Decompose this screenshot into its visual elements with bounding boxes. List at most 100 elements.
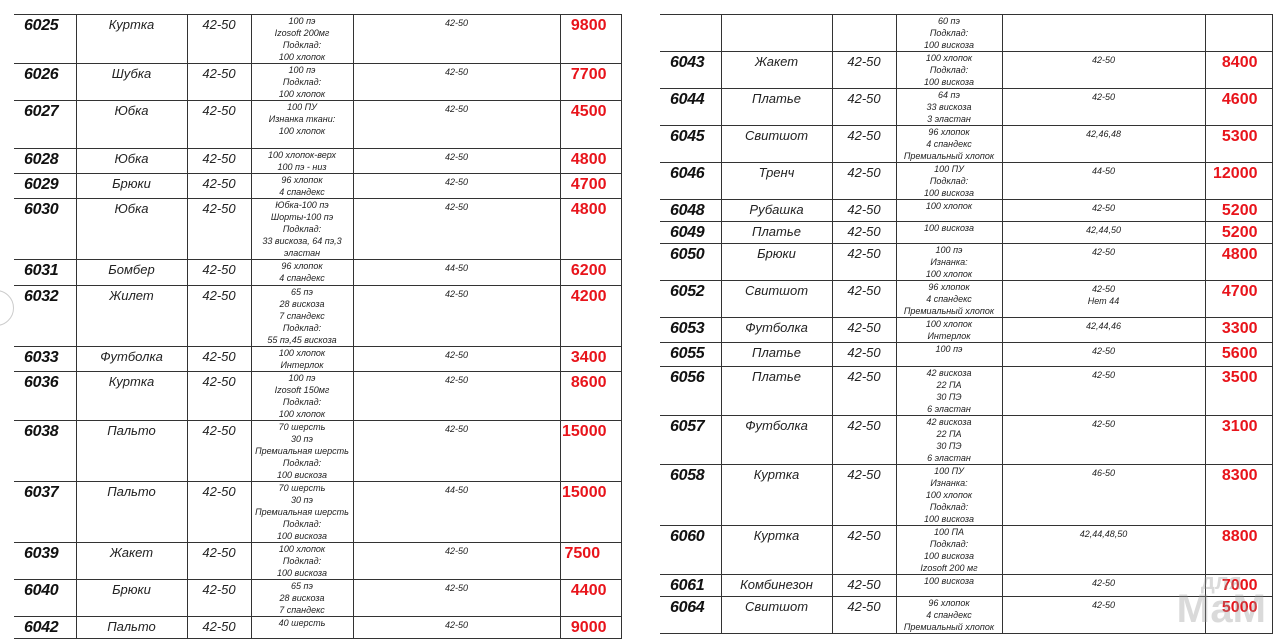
article-cell: 6032 <box>14 285 77 347</box>
composition-cell: 100 хлопок Интерлок <box>895 317 1003 343</box>
composition-line: 100 хлопок <box>278 348 326 358</box>
available-sizes-cell: 42-50 <box>352 542 561 580</box>
item-name-cell: Брюки <box>75 173 188 199</box>
size-range-cell: 42-50 <box>831 574 897 597</box>
sizes-line: 42-50 <box>1091 578 1116 588</box>
article-cell: 6042 <box>14 616 77 639</box>
available-sizes-cell: 42-50 <box>1001 415 1206 465</box>
composition-line: Подклад: <box>282 224 322 234</box>
composition-line: 30 ПЭ <box>936 392 962 402</box>
table-row: 6052 Свитшот 42-50 96 хлопок 4 спандекс Преми… <box>660 280 1273 318</box>
sizes-line: 42-50 <box>1091 203 1116 213</box>
composition-cell: 100 пэ <box>895 342 1003 367</box>
composition-line: 100 хлопок <box>278 52 326 62</box>
size-range-cell: 42-50 <box>831 125 897 163</box>
composition-line: 55 пэ,45 вискоза <box>267 335 337 345</box>
composition-line: 100 пэ <box>288 16 316 26</box>
composition-line: 100 пэ <box>288 373 316 383</box>
composition-line: 100 хлопок <box>278 89 326 99</box>
price-cell: 8800 <box>1204 525 1273 575</box>
table-row: 6032 Жилет 42-50 65 пэ 28 вискоза 7 спандекс П… <box>14 285 622 347</box>
composition-cell: 42 вискоза 22 ПА 30 ПЭ 6 эластан <box>895 366 1003 416</box>
price-cell: 15000 <box>559 420 622 482</box>
composition-line: 4 спандекс <box>279 187 325 197</box>
side-scroll-handle[interactable] <box>0 290 14 326</box>
available-sizes-cell: 42,44,50 <box>1001 221 1206 244</box>
item-name-cell: Футболка <box>720 415 833 465</box>
item-name-cell: Футболка <box>75 346 188 372</box>
sizes-line: 42-50 <box>444 104 469 114</box>
available-sizes-cell: 42-50 <box>1001 342 1206 367</box>
sizes-line: 42-50 <box>444 152 469 162</box>
item-name-cell: Свитшот <box>720 280 833 318</box>
price-cell: 6200 <box>559 259 622 286</box>
composition-cell: 96 хлопок 4 спандекс <box>250 173 354 199</box>
composition-line: 30 пэ <box>291 495 313 505</box>
size-range-cell: 42-50 <box>186 420 252 482</box>
composition-line: 40 шерсть <box>278 618 326 628</box>
sizes-line: 42-50 <box>444 424 469 434</box>
composition-cell: 96 хлопок 4 спандекс <box>250 259 354 286</box>
item-name-cell: Пальто <box>75 481 188 543</box>
composition-cell: 100 ПУ Изнанка: 100 хлопок Подклад: 100 виск… <box>895 464 1003 526</box>
price-cell: 4200 <box>559 285 622 347</box>
article-cell: 6026 <box>14 63 77 101</box>
composition-cell: 100 ПУ Изнанка ткани: 100 хлопок <box>250 100 354 149</box>
size-range-cell: 42-50 <box>186 14 252 64</box>
composition-line: 100 хлопок <box>925 319 973 329</box>
composition-line: 64 пэ <box>938 90 960 100</box>
composition-line: Подклад: <box>282 458 322 468</box>
item-name-cell: Свитшот <box>720 125 833 163</box>
item-name-cell: Брюки <box>720 243 833 281</box>
composition-line: Izosoft 200 мг <box>920 563 978 573</box>
composition-cell: 100 хлопок Подклад: 100 вискоза <box>250 542 354 580</box>
composition-line: 4 спандекс <box>279 273 325 283</box>
item-name-cell: Футболка <box>720 317 833 343</box>
composition-cell: 96 хлопок 4 спандекс Премиальный хлопок <box>895 596 1003 634</box>
sizes-line: 42,44,50 <box>1085 225 1122 235</box>
article-cell: 6056 <box>660 366 722 416</box>
size-range-cell: 42-50 <box>186 173 252 199</box>
size-range-cell: 42-50 <box>186 259 252 286</box>
sizes-line: 42-50 <box>444 18 469 28</box>
table-row: 6049 Платье 42-50 100 вискоза 42,44,50 5200 <box>660 221 1273 244</box>
price-cell: 4800 <box>559 198 622 260</box>
composition-line: Подклад: <box>282 323 322 333</box>
price-cell: 12000 <box>1204 162 1273 200</box>
composition-line: 70 шерсть <box>278 483 326 493</box>
price-cell: 5300 <box>1204 125 1273 163</box>
available-sizes-cell: 42-50 <box>352 616 561 639</box>
item-name-cell: Жакет <box>720 51 833 89</box>
size-range-cell: 42-50 <box>831 317 897 343</box>
available-sizes-cell: 42-50 <box>352 420 561 482</box>
item-name-cell: Тренч <box>720 162 833 200</box>
available-sizes-cell: 46-50 <box>1001 464 1206 526</box>
table-row: 6050 Брюки 42-50 100 пэ Изнанка: 100 хлопок 42… <box>660 243 1273 281</box>
sizes-line: 42-50 <box>444 583 469 593</box>
composition-line: 3 эластан <box>927 114 971 124</box>
composition-line: Подклад: <box>282 519 322 529</box>
composition-line: 7 спандекс <box>279 605 325 615</box>
table-row: 6045 Свитшот 42-50 96 хлопок 4 спандекс Преми… <box>660 125 1273 163</box>
article-cell: 6043 <box>660 51 722 89</box>
composition-line: Подклад: <box>929 28 969 38</box>
article-cell: 6036 <box>14 371 77 421</box>
composition-cell: 100 хлопок Интерлок <box>250 346 354 372</box>
size-range-cell: 42-50 <box>831 464 897 526</box>
size-range-cell <box>831 14 897 52</box>
table-row: 6028 Юбка 42-50 100 хлопок-верх 100 пэ - низ… <box>14 148 622 174</box>
size-range-cell: 42-50 <box>186 616 252 639</box>
table-row: 6033 Футболка 42-50 100 хлопок Интерлок 42-50… <box>14 346 622 372</box>
composition-cell: 64 пэ 33 вискоза 3 эластан <box>895 88 1003 126</box>
price-cell: 15000 <box>559 481 622 543</box>
table-row: 6031 Бомбер 42-50 96 хлопок 4 спандекс 44-50 6… <box>14 259 622 286</box>
composition-line: 100 хлопок <box>925 201 973 211</box>
available-sizes-cell: 42-50 <box>352 198 561 260</box>
composition-line: 100 ПА <box>933 527 965 537</box>
composition-line: 30 ПЭ <box>936 441 962 451</box>
table-row: 6038 Пальто 42-50 70 шерсть 30 пэ Премиальная… <box>14 420 622 482</box>
composition-line: 100 вискоза <box>924 551 974 561</box>
composition-line: Изнанка ткани: <box>268 114 336 124</box>
composition-line: 100 хлопок <box>925 53 973 63</box>
composition-cell: 70 шерсть 30 пэ Премиальная шерсть Подклад:… <box>250 420 354 482</box>
